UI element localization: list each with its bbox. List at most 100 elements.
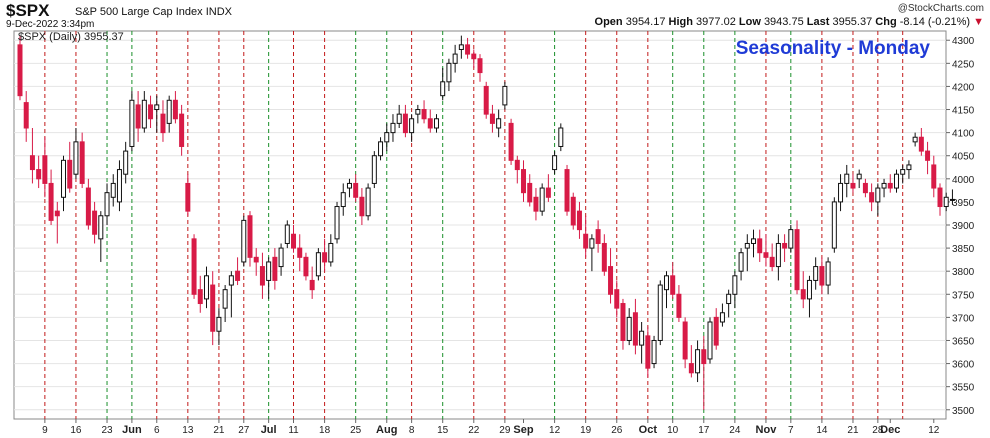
x-tick-label: Oct [639, 424, 658, 436]
candle-up [61, 159, 67, 198]
x-tick-label: Nov [756, 424, 778, 436]
candle-down [197, 289, 203, 305]
candle-up [340, 192, 346, 208]
open-label: Open [594, 16, 623, 28]
ticker-symbol: $SPX [6, 1, 50, 20]
candle-up [744, 242, 750, 249]
candle-up [856, 173, 862, 180]
candle-down [148, 104, 154, 120]
x-tick-label: 11 [288, 425, 299, 436]
candle-down [36, 169, 42, 180]
chart-legend: $SPX (Daily) 3955.37 [18, 31, 124, 43]
candle-down [676, 293, 682, 318]
candle-down [247, 215, 253, 258]
candle-down [92, 210, 98, 235]
candle-down [210, 284, 216, 332]
candle-up [154, 104, 160, 111]
candle-up [129, 99, 135, 147]
candle-down [576, 210, 582, 231]
y-tick-label: 3500 [952, 406, 975, 417]
candle-down [172, 99, 178, 120]
instrument-name: S&P 500 Large Cap Index INDX [75, 6, 232, 18]
candle-down [608, 266, 614, 295]
x-tick-label: 23 [101, 425, 113, 436]
candle-down [191, 238, 197, 295]
candle-up [241, 219, 247, 263]
candle-up [943, 196, 949, 208]
candle-down [620, 303, 626, 341]
candle-up [166, 99, 172, 124]
candle-down [483, 85, 489, 115]
candle-down [508, 122, 514, 161]
x-tick-label: 16 [70, 425, 82, 436]
high-value: 3977.02 [696, 16, 736, 28]
candle-down [713, 316, 719, 346]
candle-up [626, 316, 632, 341]
candle-up [365, 187, 371, 217]
high-label: High [668, 16, 693, 28]
candle-down [359, 196, 365, 217]
candle-down [322, 252, 328, 263]
candle-down [763, 252, 769, 258]
y-tick-label: 3850 [952, 244, 975, 255]
y-tick-label: 3700 [952, 313, 975, 324]
candle-down [67, 159, 73, 189]
candle-up [123, 150, 129, 175]
candle-up [415, 109, 421, 115]
candle-down [688, 363, 694, 374]
candle-up [639, 330, 645, 346]
candle-down [614, 289, 620, 309]
y-tick-label: 3800 [952, 267, 975, 278]
candle-down [514, 159, 520, 171]
candle-down [794, 229, 800, 291]
candle-up [278, 247, 284, 268]
x-tick-label: 22 [468, 425, 480, 436]
candle-up [98, 215, 104, 240]
y-tick-label: 4000 [952, 175, 975, 186]
candle-up [813, 266, 819, 281]
candle-down [402, 113, 408, 134]
quote-date: 9-Dec-2022 3:34pm [6, 19, 95, 30]
candle-up [266, 261, 272, 281]
x-tick-label: Aug [376, 424, 397, 436]
candle-down [918, 136, 924, 152]
x-tick-label: Jul [261, 424, 277, 436]
x-tick-label: 18 [319, 425, 331, 436]
candle-down [160, 113, 166, 134]
candle-down [23, 102, 29, 129]
candle-up [663, 275, 669, 291]
candle-down [253, 256, 259, 263]
candle-down [477, 58, 483, 74]
candle-up [334, 206, 340, 240]
y-tick-label: 4250 [952, 59, 975, 70]
x-tick-label: Dec [880, 424, 900, 436]
low-value: 3943.75 [763, 16, 804, 28]
last-label: Last [806, 16, 830, 28]
candle-up [844, 173, 850, 184]
candle-up [378, 141, 384, 157]
candle-down [601, 242, 607, 272]
candle-up [539, 187, 545, 212]
candle-up [838, 182, 844, 203]
candle-up [732, 275, 738, 295]
instrument-title: S&P 500 Large Cap Index [75, 6, 203, 18]
x-tick-label: 24 [729, 425, 741, 436]
down-triangle-icon: ▼ [973, 16, 984, 28]
candle-down [533, 196, 539, 212]
x-tick-label: 8 [409, 425, 415, 436]
y-tick-label: 3650 [952, 336, 975, 347]
candle-up [900, 169, 906, 175]
candle-up [409, 118, 415, 134]
candle-down [471, 53, 477, 60]
chg-value: -8.14 (-0.21%) [899, 16, 971, 28]
candle-down [632, 312, 638, 346]
candle-up [751, 238, 757, 244]
candle-up [390, 122, 396, 134]
x-tick-label: 10 [667, 425, 679, 436]
candle-down [272, 256, 278, 281]
chart-header: $SPX S&P 500 Large Cap Index INDX 9-Dec-… [0, 0, 990, 30]
candle-down [303, 256, 309, 277]
candle-up [738, 252, 744, 272]
x-tick-label: 6 [154, 425, 160, 436]
candle-down [925, 150, 931, 161]
